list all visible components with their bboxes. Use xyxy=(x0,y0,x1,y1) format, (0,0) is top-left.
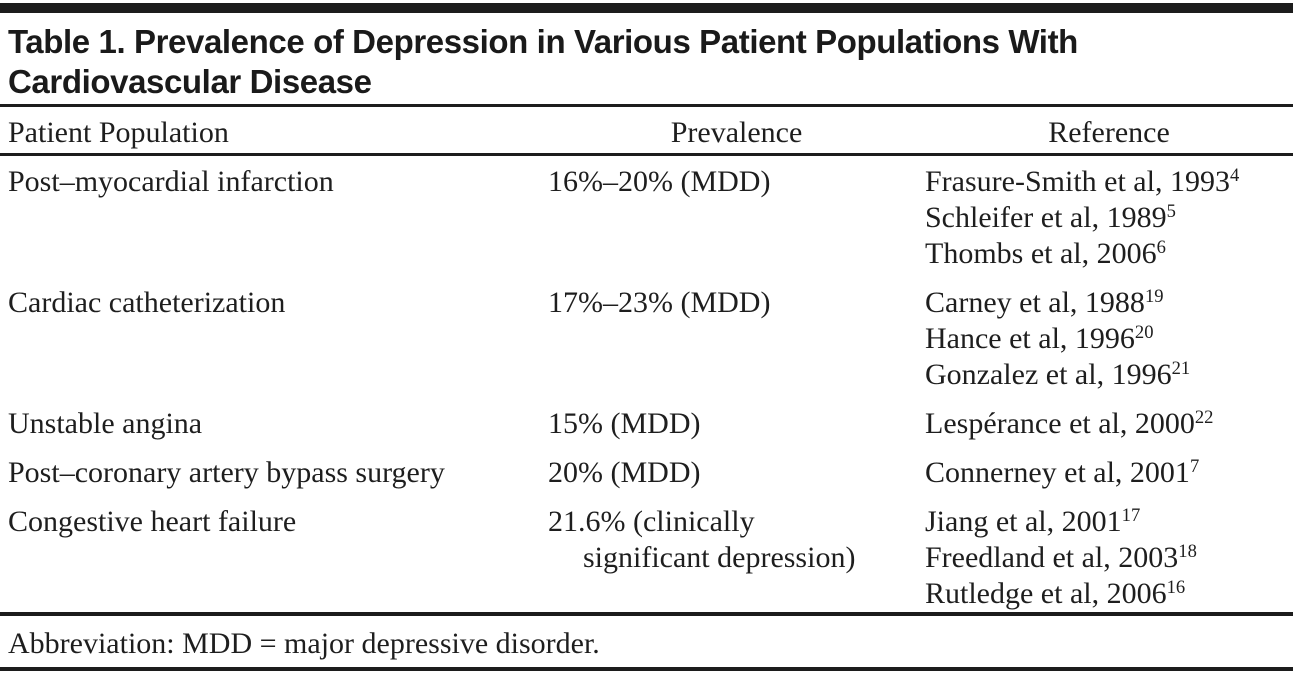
table-row: Unstable angina 15% (MDD) Lespérance et … xyxy=(8,406,1293,442)
population-cell: Cardiac catheterization xyxy=(8,286,286,319)
citation-superscript: 20 xyxy=(1134,321,1154,343)
table-header-row: Patient Population Prevalence Reference xyxy=(0,107,1293,153)
reference-cell: Carney et al, 198819 Hance et al, 199620 G… xyxy=(925,285,1293,393)
reference-line: Schleifer et al, 19895 xyxy=(925,200,1176,234)
reference-line: Jiang et al, 200117 xyxy=(925,504,1141,538)
population-cell: Post–coronary artery bypass surgery xyxy=(8,456,445,489)
prevalence-line: 17%–23% (MDD) xyxy=(548,286,771,319)
prevalence-line: 21.6% (clinically xyxy=(548,505,755,538)
population-cell: Post–myocardial infarction xyxy=(8,165,334,198)
citation-superscript: 7 xyxy=(1189,455,1200,477)
table-title-line-1: Table 1. Prevalence of Depression in Var… xyxy=(8,23,1078,60)
citation-superscript: 19 xyxy=(1144,285,1164,307)
reference-cell: Lespérance et al, 200022 xyxy=(925,406,1293,442)
reference-cell: Frasure-Smith et al, 19934 Schleifer et a… xyxy=(925,164,1293,272)
prevalence-line: 15% (MDD) xyxy=(548,407,701,440)
column-header-patient-population: Patient Population xyxy=(8,116,229,149)
header-rule xyxy=(0,153,1293,156)
reference-cell: Jiang et al, 200117 Freedland et al, 2003… xyxy=(925,504,1293,612)
prevalence-cell: 21.6% (clinically significant depression) xyxy=(548,504,925,612)
reference-line: Connerney et al, 20017 xyxy=(925,455,1200,489)
reference-line: Gonzalez et al, 199621 xyxy=(925,357,1191,391)
bottom-rule xyxy=(0,667,1293,671)
table-row: Post–coronary artery bypass surgery 20% … xyxy=(8,455,1293,491)
reference-line: Freedland et al, 200318 xyxy=(925,540,1197,574)
table-footnote: Abbreviation: MDD = major depressive dis… xyxy=(8,627,600,660)
prevalence-cell: 16%–20% (MDD) xyxy=(548,164,925,272)
prevalence-cell: 20% (MDD) xyxy=(548,455,925,491)
citation-superscript: 4 xyxy=(1229,164,1240,186)
prevalence-line: 20% (MDD) xyxy=(548,456,701,489)
prevalence-line: significant depression) xyxy=(583,541,856,574)
reference-line: Rutledge et al, 200616 xyxy=(925,576,1186,610)
top-rule-thick xyxy=(0,3,1293,13)
prevalence-cell: 17%–23% (MDD) xyxy=(548,285,925,393)
column-header-prevalence: Prevalence xyxy=(670,116,803,149)
reference-line: Frasure-Smith et al, 19934 xyxy=(925,164,1240,198)
reference-line: Thombs et al, 20066 xyxy=(925,236,1166,270)
citation-superscript: 6 xyxy=(1156,236,1166,258)
citation-superscript: 16 xyxy=(1166,576,1186,598)
prevalence-cell: 15% (MDD) xyxy=(548,406,925,442)
reference-cell: Connerney et al, 20017 xyxy=(925,455,1293,491)
citation-superscript: 18 xyxy=(1178,540,1197,562)
table-row: Congestive heart failure 21.6% (clinical… xyxy=(8,504,1293,612)
citation-superscript: 17 xyxy=(1121,504,1141,526)
column-header-reference: Reference xyxy=(1048,116,1170,149)
prevalence-line: 16%–20% (MDD) xyxy=(548,165,771,198)
table-row: Cardiac catheterization 17%–23% (MDD) Ca… xyxy=(8,285,1293,393)
table-title-line-2: Cardiovascular Disease xyxy=(8,63,372,100)
reference-line: Hance et al, 199620 xyxy=(925,321,1154,355)
table-body: Post–myocardial infarction 16%–20% (MDD)… xyxy=(0,156,1293,612)
table-row: Post–myocardial infarction 16%–20% (MDD)… xyxy=(8,164,1293,272)
citation-superscript: 5 xyxy=(1166,200,1176,222)
citation-superscript: 22 xyxy=(1194,406,1214,428)
reference-line: Lespérance et al, 200022 xyxy=(925,406,1214,440)
title-rule xyxy=(0,104,1293,107)
reference-line: Carney et al, 198819 xyxy=(925,285,1164,319)
population-cell: Congestive heart failure xyxy=(8,505,297,538)
table-title: Table 1. Prevalence of Depression in Var… xyxy=(8,22,1285,102)
population-cell: Unstable angina xyxy=(8,407,203,440)
footnote-rule xyxy=(0,612,1293,616)
journal-table-figure: Table 1. Prevalence of Depression in Var… xyxy=(0,3,1293,674)
citation-superscript: 21 xyxy=(1171,357,1191,379)
